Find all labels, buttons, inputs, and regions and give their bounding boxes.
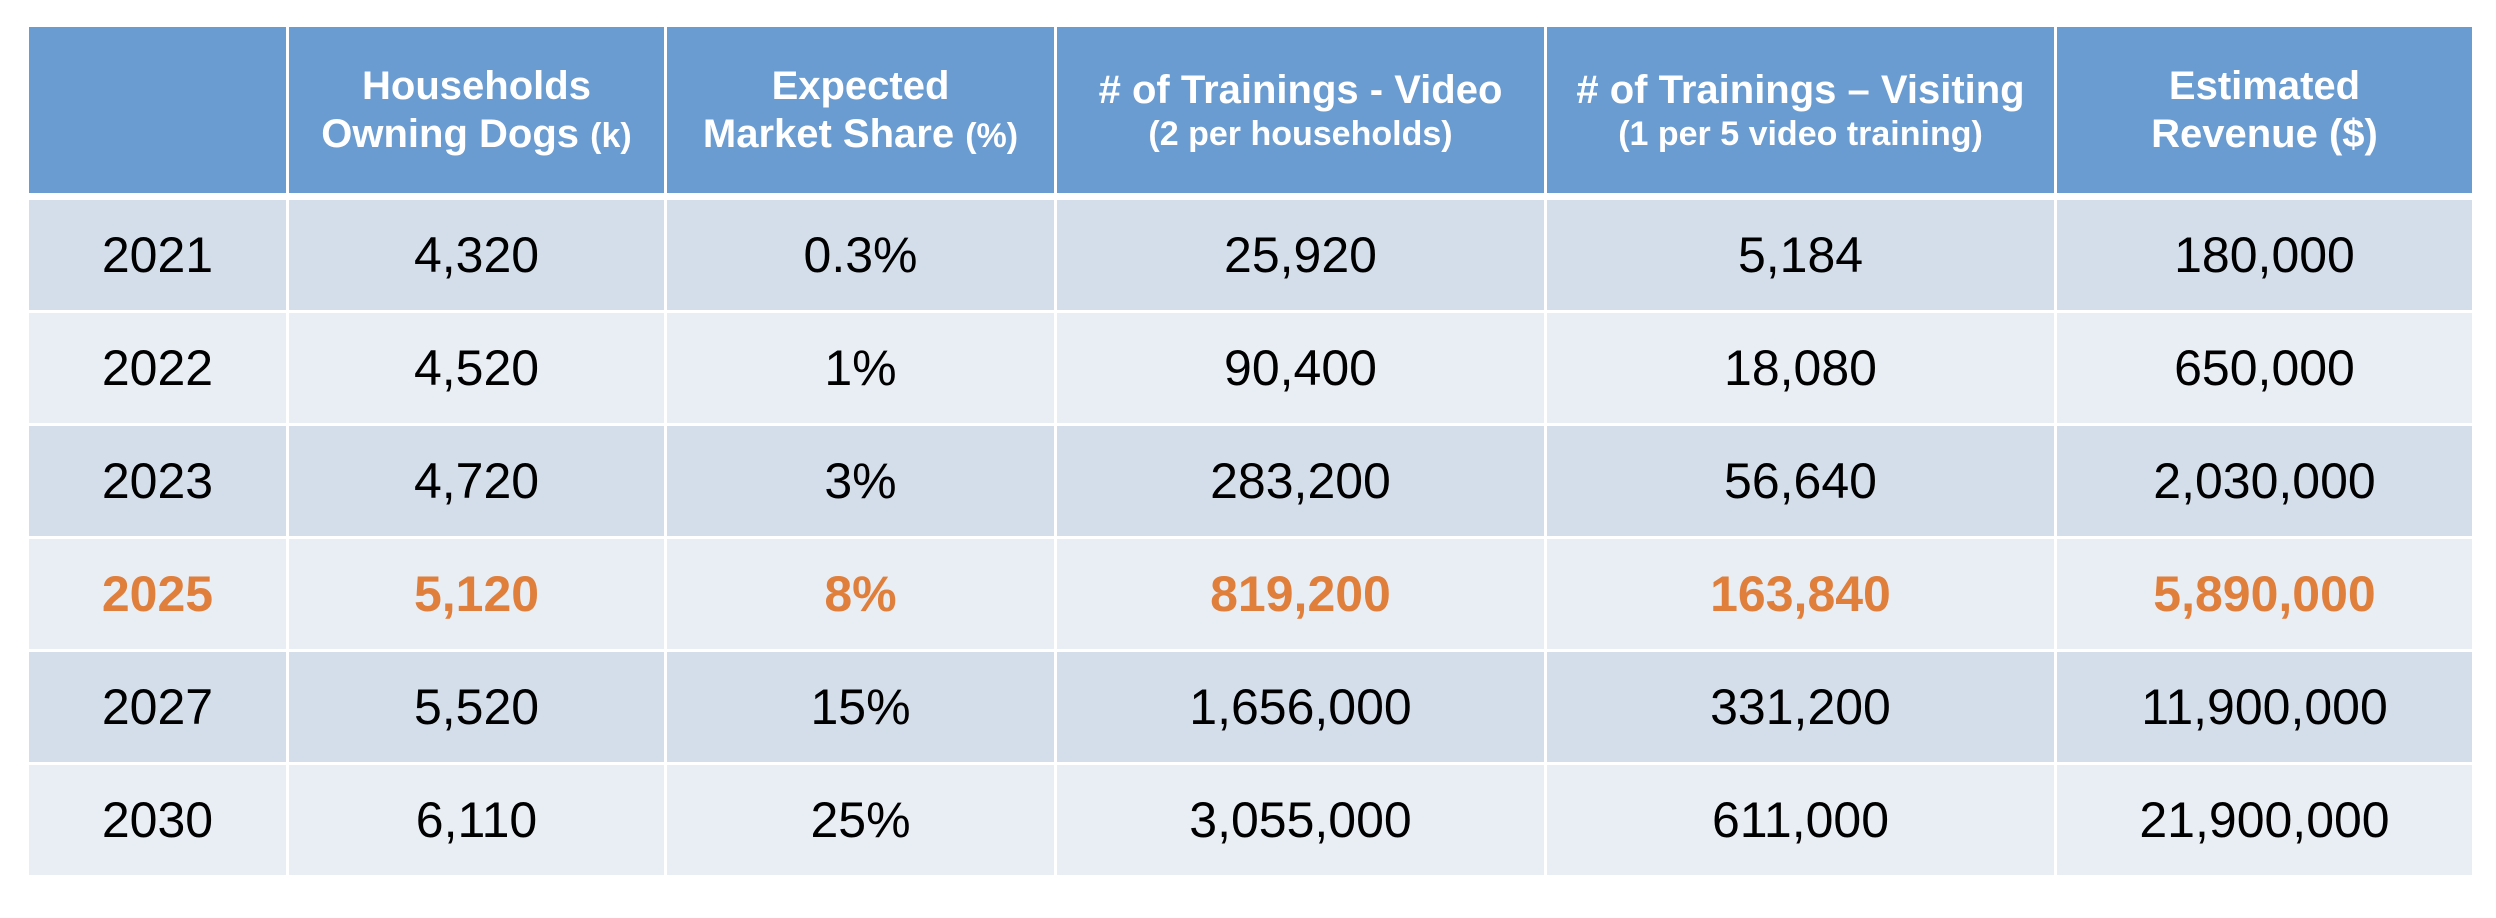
header-households-line2-text: Owning Dogs bbox=[321, 112, 580, 156]
cell-households: 5,520 bbox=[286, 649, 667, 765]
cell-visiting-trainings: 163,840 bbox=[1544, 536, 2057, 652]
cell-visiting-trainings: 331,200 bbox=[1544, 649, 2057, 765]
header-video-trainings-title: # of Trainings - Video bbox=[1098, 67, 1503, 112]
header-year bbox=[26, 24, 289, 200]
cell-video-trainings: 1,656,000 bbox=[1054, 649, 1547, 765]
cell-market-share: 8% bbox=[664, 536, 1057, 652]
header-market-share-line1: Expected bbox=[771, 64, 950, 108]
cell-revenue: 5,890,000 bbox=[2054, 536, 2475, 652]
header-revenue-line2: Revenue ($) bbox=[2151, 112, 2378, 156]
cell-year: 2023 bbox=[26, 423, 289, 539]
cell-year: 2022 bbox=[26, 310, 289, 426]
table-row: 2030 6,110 25% 3,055,000 611,000 21,900,… bbox=[26, 762, 2475, 878]
cell-video-trainings: 283,200 bbox=[1054, 423, 1547, 539]
cell-video-trainings: 819,200 bbox=[1054, 536, 1547, 652]
cell-year: 2021 bbox=[26, 195, 289, 313]
header-visiting-trainings-title: # of Trainings – Visiting bbox=[1576, 67, 2025, 112]
cell-households: 6,110 bbox=[286, 762, 667, 878]
forecast-table-container: Households Owning Dogs (k) Expected Mark… bbox=[26, 24, 2475, 878]
table-row: 2023 4,720 3% 283,200 56,640 2,030,000 bbox=[26, 423, 2475, 539]
table-row: 2027 5,520 15% 1,656,000 331,200 11,900,… bbox=[26, 649, 2475, 765]
cell-visiting-trainings: 56,640 bbox=[1544, 423, 2057, 539]
cell-revenue: 650,000 bbox=[2054, 310, 2475, 426]
cell-year: 2030 bbox=[26, 762, 289, 878]
cell-households: 4,720 bbox=[286, 423, 667, 539]
header-households-line2: Owning Dogs (k) bbox=[295, 110, 658, 158]
header-households-line1: Households bbox=[362, 64, 591, 108]
cell-households: 4,320 bbox=[286, 195, 667, 313]
cell-market-share: 1% bbox=[664, 310, 1057, 426]
header-market-share-line2-text: Market Share bbox=[702, 112, 955, 156]
header-market-share-line2: Market Share (%) bbox=[673, 110, 1048, 158]
header-revenue: Estimated Revenue ($) bbox=[2054, 24, 2475, 200]
header-video-trainings-note: (2 per households) bbox=[1148, 114, 1453, 153]
cell-visiting-trainings: 5,184 bbox=[1544, 195, 2057, 313]
header-households-unit: (k) bbox=[590, 117, 632, 155]
cell-video-trainings: 3,055,000 bbox=[1054, 762, 1547, 878]
header-revenue-line1: Estimated bbox=[2168, 64, 2361, 108]
cell-revenue: 21,900,000 bbox=[2054, 762, 2475, 878]
header-market-share: Expected Market Share (%) bbox=[664, 24, 1057, 200]
cell-market-share: 15% bbox=[664, 649, 1057, 765]
header-video-trainings: # of Trainings - Video (2 per households… bbox=[1054, 24, 1547, 200]
cell-visiting-trainings: 611,000 bbox=[1544, 762, 2057, 878]
cell-video-trainings: 25,920 bbox=[1054, 195, 1547, 313]
table-row-highlighted: 2025 5,120 8% 819,200 163,840 5,890,000 bbox=[26, 536, 2475, 652]
cell-visiting-trainings: 18,080 bbox=[1544, 310, 2057, 426]
header-market-share-unit: (%) bbox=[965, 117, 1019, 155]
header-households: Households Owning Dogs (k) bbox=[286, 24, 667, 200]
table-row: 2021 4,320 0.3% 25,920 5,184 180,000 bbox=[26, 195, 2475, 313]
cell-households: 5,120 bbox=[286, 536, 667, 652]
cell-market-share: 0.3% bbox=[664, 195, 1057, 313]
cell-revenue: 11,900,000 bbox=[2054, 649, 2475, 765]
cell-revenue: 2,030,000 bbox=[2054, 423, 2475, 539]
cell-households: 4,520 bbox=[286, 310, 667, 426]
header-visiting-trainings: # of Trainings – Visiting (1 per 5 video… bbox=[1544, 24, 2057, 200]
header-visiting-trainings-note: (1 per 5 video training) bbox=[1618, 114, 1983, 153]
cell-video-trainings: 90,400 bbox=[1054, 310, 1547, 426]
cell-year: 2027 bbox=[26, 649, 289, 765]
cell-revenue: 180,000 bbox=[2054, 195, 2475, 313]
cell-market-share: 25% bbox=[664, 762, 1057, 878]
cell-market-share: 3% bbox=[664, 423, 1057, 539]
table-header-row: Households Owning Dogs (k) Expected Mark… bbox=[26, 24, 2475, 200]
cell-year: 2025 bbox=[26, 536, 289, 652]
table-row: 2022 4,520 1% 90,400 18,080 650,000 bbox=[26, 310, 2475, 426]
forecast-table: Households Owning Dogs (k) Expected Mark… bbox=[26, 24, 2475, 878]
